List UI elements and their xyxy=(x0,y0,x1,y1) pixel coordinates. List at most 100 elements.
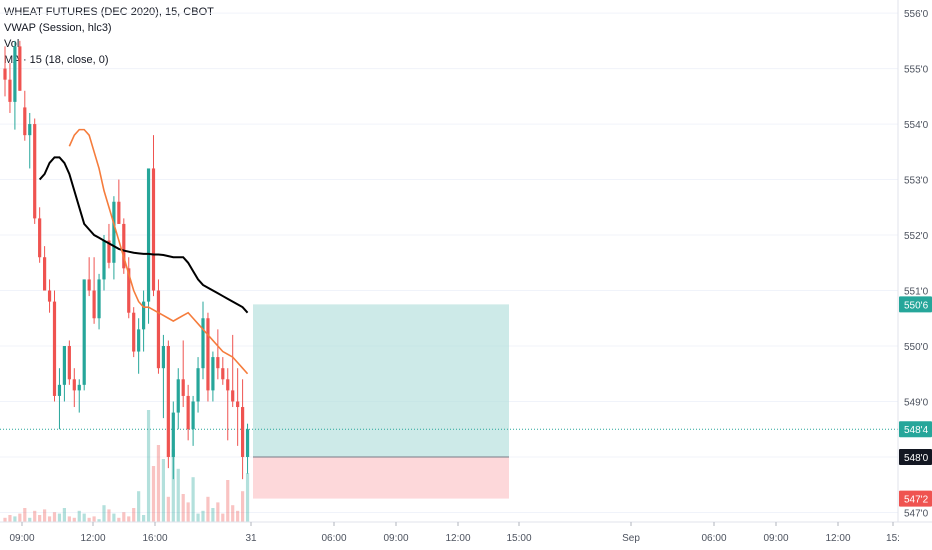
candle-body xyxy=(13,46,17,102)
price-tick-label: 553'0 xyxy=(904,176,929,187)
volume-bar xyxy=(245,473,250,522)
price-label-bg xyxy=(899,490,932,507)
candle xyxy=(196,357,200,413)
time-tick-label: Sep xyxy=(622,533,640,544)
candle-body xyxy=(161,346,165,369)
candle-body xyxy=(43,257,47,291)
candle-body xyxy=(87,279,91,291)
volume-bar xyxy=(186,502,190,522)
volume-bar xyxy=(57,513,62,522)
candle-body xyxy=(186,395,190,430)
time-tick-label: 06:00 xyxy=(321,533,346,544)
candle xyxy=(206,312,210,402)
candle xyxy=(201,301,205,380)
candle xyxy=(231,334,235,408)
vwap-legend[interactable]: VWAP (Session, hlc3) xyxy=(4,22,112,34)
volume-bar xyxy=(102,505,106,522)
candle xyxy=(176,368,180,430)
candle xyxy=(97,273,101,330)
price-tick-label: 554'0 xyxy=(904,120,929,131)
volume-bar xyxy=(33,510,37,522)
price-tick-label: 552'0 xyxy=(904,231,929,242)
volume-bar xyxy=(112,513,116,522)
candle xyxy=(241,379,245,480)
candle xyxy=(8,63,12,113)
candle-body xyxy=(206,318,210,391)
volume-bar xyxy=(151,466,156,522)
time-tick-label: 06:00 xyxy=(701,533,726,544)
candle-body xyxy=(137,329,141,352)
candle xyxy=(72,368,76,408)
candle xyxy=(146,168,151,324)
volume-bar xyxy=(82,513,86,522)
candle-body xyxy=(156,290,161,369)
volume-bar xyxy=(87,517,91,522)
ma-line xyxy=(68,128,249,375)
candle xyxy=(186,384,190,441)
candle-body xyxy=(236,401,240,408)
candle-body xyxy=(92,290,96,319)
candle-body xyxy=(47,290,52,302)
candle xyxy=(132,307,136,358)
volume-bar xyxy=(92,516,96,522)
candle-body xyxy=(245,429,250,457)
volume-bar xyxy=(206,496,210,522)
volume-bar xyxy=(231,505,235,522)
volume-bar xyxy=(47,516,52,522)
candle xyxy=(171,401,175,480)
candle xyxy=(211,351,215,402)
candle-body xyxy=(211,357,215,391)
candle-body xyxy=(151,168,156,291)
candle xyxy=(236,368,240,446)
price-label-bg xyxy=(899,448,932,465)
price-tick-label: 550'0 xyxy=(904,342,929,353)
candle-body xyxy=(82,279,86,385)
price-label: 548'4 xyxy=(904,425,929,436)
volume-bar xyxy=(166,496,170,522)
candle xyxy=(226,368,230,441)
candle xyxy=(87,257,91,297)
volume-bar xyxy=(8,515,12,522)
candle-body xyxy=(18,46,22,91)
volume-bar xyxy=(77,510,81,522)
symbol-title[interactable]: WHEAT FUTURES (DEC 2020), 15, CBOT xyxy=(4,6,214,18)
candle-body xyxy=(38,218,42,258)
time-tick-label: 09:00 xyxy=(9,533,34,544)
volume-bar xyxy=(28,517,32,522)
candle-body xyxy=(72,379,76,391)
candle xyxy=(112,196,116,280)
candle xyxy=(67,340,71,385)
volume-bar xyxy=(201,510,205,522)
time-tick-label: 12:00 xyxy=(445,533,470,544)
candle xyxy=(3,46,7,97)
volume-bar xyxy=(43,509,47,522)
candle xyxy=(47,279,52,313)
candle-body xyxy=(112,201,116,263)
candle-body xyxy=(28,124,32,136)
candle xyxy=(92,257,96,324)
candle xyxy=(166,340,170,469)
candle xyxy=(122,218,126,274)
candle xyxy=(43,246,47,291)
volume-bar xyxy=(241,491,245,522)
candle-body xyxy=(3,68,7,80)
candle xyxy=(117,179,121,224)
candle xyxy=(156,279,161,374)
candle-body xyxy=(191,401,195,430)
volume-bar xyxy=(226,480,230,522)
candle xyxy=(137,318,141,374)
candle xyxy=(52,290,57,402)
ma-legend[interactable]: MA · 15 (18, close, 0) xyxy=(4,54,109,66)
candle-body xyxy=(102,240,106,280)
candle-body xyxy=(23,107,27,136)
vwap-line xyxy=(38,156,249,314)
volume-bar xyxy=(38,515,42,522)
candle xyxy=(161,334,165,419)
candle-body xyxy=(176,379,180,413)
candle-body xyxy=(231,390,235,402)
volume-bar xyxy=(62,508,66,522)
volume-bar xyxy=(97,519,101,522)
candle xyxy=(13,40,17,130)
candle-body xyxy=(33,124,37,219)
